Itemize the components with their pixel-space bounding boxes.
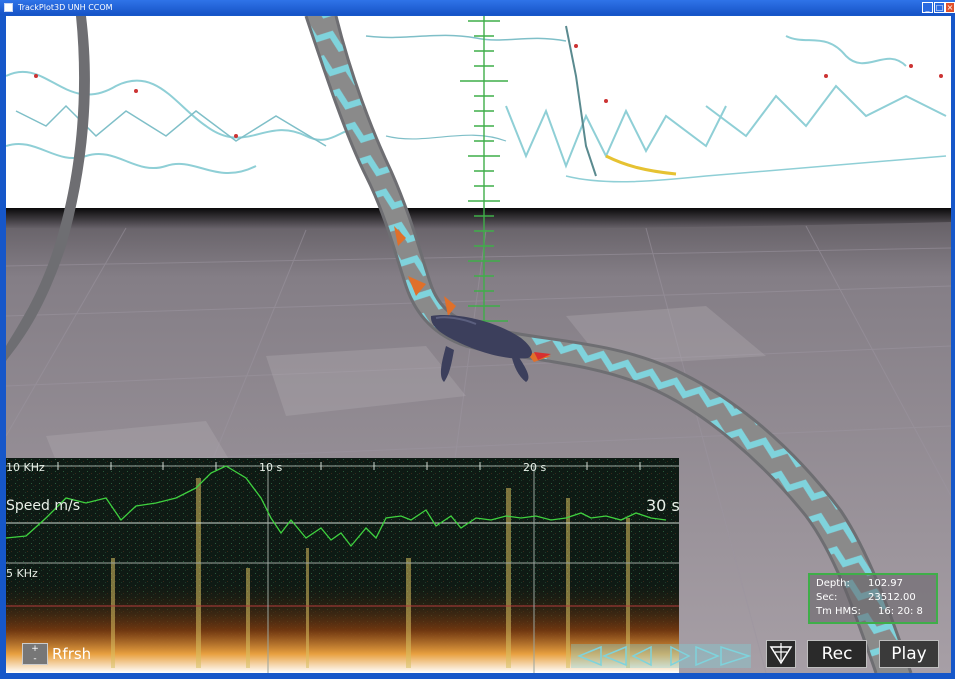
whale-model[interactable] (430, 315, 551, 382)
time-label-10s: 10 s (259, 461, 283, 474)
freq-label-5khz: 5 KHz (6, 567, 38, 580)
spectrogram-panel[interactable]: 10 KHz 10 s 20 s 30 s Speed m/s 5 KHz (6, 458, 679, 673)
refresh-label: Rfrsh (52, 645, 92, 663)
speed-axis-label: Speed m/s (6, 498, 80, 514)
sky (6, 16, 951, 208)
depth-label: Depth: (816, 578, 850, 589)
down-arrow-icon (769, 643, 793, 665)
refresh-button[interactable]: + - Rfrsh (22, 641, 102, 667)
3d-viewport[interactable]: 10 KHz 10 s 20 s 30 s Speed m/s 5 KHz De… (6, 16, 951, 673)
close-icon[interactable]: × (945, 2, 955, 13)
app-icon (4, 3, 13, 12)
forward-icon (695, 645, 720, 667)
window-title: TrackPlot3D UNH CCOM (18, 3, 113, 12)
record-button[interactable]: Rec (807, 640, 867, 668)
time-value: 16: 20: 8 (878, 606, 923, 617)
slow-down-button[interactable] (766, 640, 796, 668)
rewind-icon (602, 645, 627, 667)
title-bar[interactable]: TrackPlot3D UNH CCOM _ □ × (0, 0, 955, 15)
freq-label-10khz: 10 KHz (6, 461, 45, 474)
maximize-icon[interactable]: □ (934, 2, 945, 13)
depth-value: 102.97 (868, 578, 903, 589)
speed-trace (6, 465, 667, 548)
sec-label: Sec: (816, 592, 838, 603)
playback-transport[interactable] (571, 644, 751, 668)
3d-scene (6, 16, 951, 673)
time-label-20s: 20 s (523, 461, 547, 474)
spectrogram-image (6, 458, 679, 673)
time-label: Tm HMS: (816, 606, 861, 617)
info-readout: Depth: 102.97 Sec: 23512.00 Tm HMS: 16: … (808, 573, 938, 624)
step-back-icon (631, 645, 652, 667)
step-forward-icon (670, 645, 691, 667)
rewind-fast-icon (577, 645, 602, 667)
sec-value: 23512.00 (868, 592, 916, 603)
minus-icon[interactable]: - (33, 654, 37, 664)
plus-icon[interactable]: + (31, 644, 39, 654)
zoom-stepper[interactable]: + - (22, 643, 48, 665)
time-label-30s: 30 s (646, 496, 679, 515)
forward-fast-icon (720, 645, 751, 667)
play-button[interactable]: Play (879, 640, 939, 668)
minimize-icon[interactable]: _ (922, 2, 933, 13)
crosshair (460, 16, 508, 326)
